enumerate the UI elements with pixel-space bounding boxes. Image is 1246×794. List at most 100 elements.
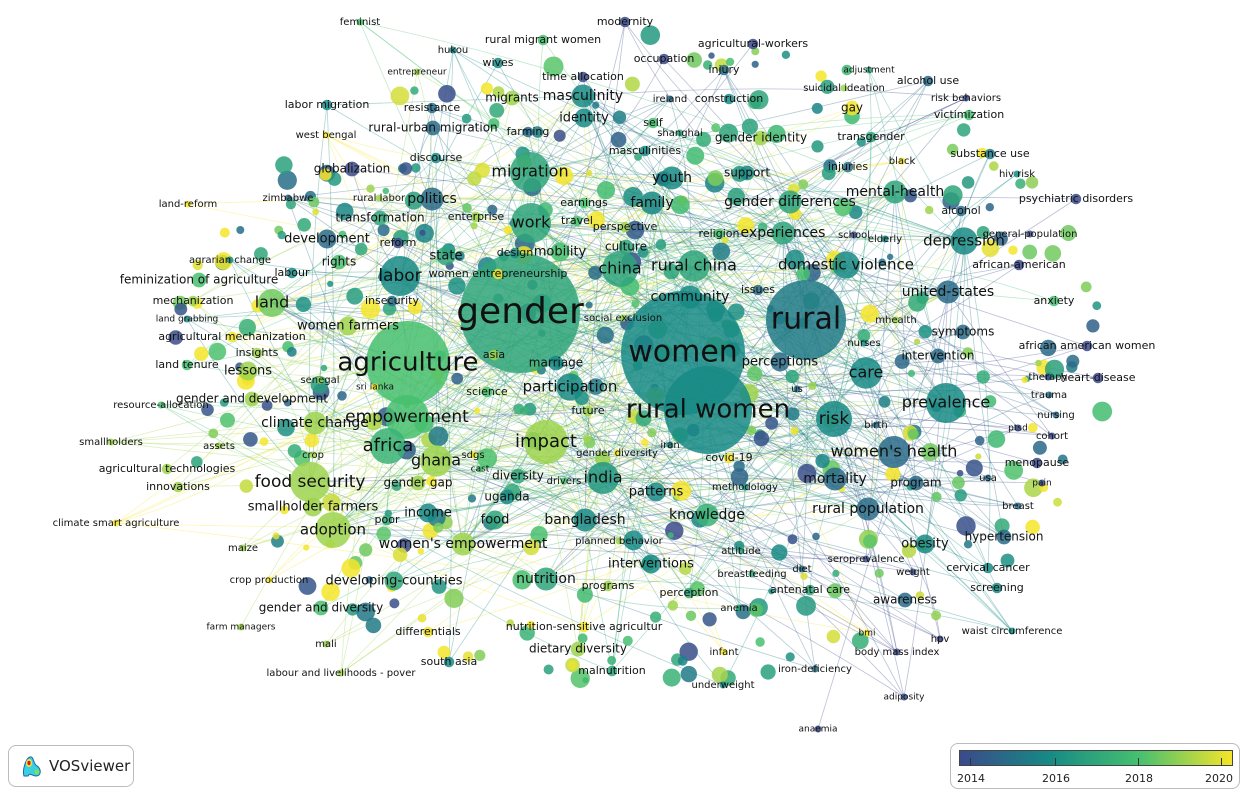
- unlabeled-node[interactable]: [1092, 401, 1113, 422]
- keyword-label[interactable]: pain: [1032, 479, 1051, 489]
- keyword-node[interactable]: [499, 489, 515, 505]
- keyword-label[interactable]: therapy: [1029, 372, 1068, 383]
- unlabeled-node[interactable]: [925, 205, 934, 215]
- keyword-node[interactable]: [900, 693, 908, 701]
- keyword-node[interactable]: [476, 465, 484, 473]
- keyword-node[interactable]: [251, 347, 263, 359]
- unlabeled-node[interactable]: [797, 463, 817, 483]
- unlabeled-node[interactable]: [513, 403, 525, 415]
- unlabeled-node[interactable]: [1086, 319, 1100, 333]
- keyword-label[interactable]: religion: [699, 227, 740, 240]
- keyword-node[interactable]: [510, 152, 550, 192]
- keyword-node[interactable]: [639, 145, 651, 157]
- unlabeled-node[interactable]: [283, 398, 292, 407]
- unlabeled-node[interactable]: [1008, 245, 1018, 255]
- keyword-node[interactable]: [436, 246, 456, 266]
- keyword-node[interactable]: [157, 401, 165, 409]
- keyword-node[interactable]: [936, 635, 944, 643]
- unlabeled-node[interactable]: [907, 428, 919, 440]
- keyword-label[interactable]: united-states: [902, 284, 994, 300]
- unlabeled-node[interactable]: [860, 304, 879, 323]
- keyword-node[interactable]: [316, 376, 324, 384]
- unlabeled-node[interactable]: [663, 263, 680, 280]
- unlabeled-node[interactable]: [554, 166, 574, 186]
- unlabeled-node[interactable]: [304, 433, 319, 448]
- keyword-label[interactable]: mechanization: [153, 294, 234, 307]
- keyword-node[interactable]: [793, 385, 801, 393]
- keyword-node[interactable]: [1014, 502, 1022, 510]
- keyword-label[interactable]: maize: [228, 543, 258, 554]
- keyword-node[interactable]: [537, 34, 549, 46]
- keyword-label[interactable]: mali: [315, 639, 336, 650]
- unlabeled-node[interactable]: [254, 247, 268, 261]
- keyword-node[interactable]: [766, 280, 846, 360]
- keyword-label[interactable]: knowledge: [669, 507, 745, 523]
- unlabeled-node[interactable]: [931, 491, 942, 502]
- keyword-node[interactable]: [823, 467, 847, 491]
- keyword-node[interactable]: [741, 483, 749, 491]
- unlabeled-node[interactable]: [220, 412, 235, 428]
- keyword-label[interactable]: rural women: [626, 395, 790, 425]
- unlabeled-node[interactable]: [800, 572, 808, 580]
- keyword-label[interactable]: bangladesh: [544, 512, 625, 528]
- keyword-node[interactable]: [713, 228, 725, 240]
- keyword-label[interactable]: travel: [561, 214, 593, 227]
- unlabeled-node[interactable]: [908, 293, 927, 312]
- keyword-node[interactable]: [413, 68, 421, 76]
- unlabeled-node[interactable]: [796, 266, 810, 281]
- unlabeled-node[interactable]: [918, 325, 932, 339]
- keyword-label[interactable]: breast: [1002, 501, 1034, 512]
- keyword-node[interactable]: [748, 570, 756, 578]
- keyword-label[interactable]: gender diversity: [576, 448, 658, 459]
- keyword-node[interactable]: [1031, 457, 1043, 469]
- unlabeled-node[interactable]: [785, 369, 799, 384]
- keyword-node[interactable]: [492, 268, 504, 280]
- unlabeled-node[interactable]: [785, 652, 795, 662]
- unlabeled-node[interactable]: [201, 403, 214, 417]
- unlabeled-node[interactable]: [760, 664, 776, 680]
- unlabeled-node[interactable]: [741, 118, 759, 135]
- keyword-node[interactable]: [313, 600, 329, 616]
- keyword-label[interactable]: drivers: [547, 476, 582, 487]
- unlabeled-node[interactable]: [624, 76, 640, 92]
- unlabeled-node[interactable]: [901, 543, 917, 558]
- keyword-label[interactable]: nutrition-sensitive agricultur: [506, 620, 663, 633]
- keyword-label[interactable]: mental-health: [846, 184, 944, 200]
- unlabeled-node[interactable]: [366, 184, 375, 193]
- unlabeled-node[interactable]: [336, 202, 354, 221]
- unlabeled-node[interactable]: [623, 187, 643, 207]
- unlabeled-node[interactable]: [1032, 440, 1047, 455]
- unlabeled-node[interactable]: [295, 296, 311, 312]
- keyword-node[interactable]: [375, 194, 383, 202]
- unlabeled-node[interactable]: [577, 633, 588, 644]
- unlabeled-node[interactable]: [623, 530, 644, 551]
- keyword-label[interactable]: hypertension: [965, 530, 1044, 544]
- keyword-label[interactable]: labour and livelihoods - pover: [267, 668, 417, 679]
- unlabeled-node[interactable]: [943, 185, 963, 205]
- unlabeled-node[interactable]: [1000, 553, 1015, 568]
- unlabeled-node[interactable]: [192, 259, 203, 271]
- keyword-label[interactable]: anaemia: [798, 725, 837, 735]
- unlabeled-node[interactable]: [612, 110, 627, 125]
- unlabeled-node[interactable]: [310, 375, 329, 394]
- keyword-node[interactable]: [1048, 432, 1056, 440]
- unlabeled-node[interactable]: [751, 47, 760, 56]
- keyword-label[interactable]: general-population: [983, 229, 1078, 240]
- keyword-label[interactable]: masculinities: [609, 144, 681, 157]
- keyword-label[interactable]: risk: [819, 409, 850, 429]
- unlabeled-node[interactable]: [749, 90, 769, 110]
- keyword-node[interactable]: [321, 99, 333, 111]
- keyword-label[interactable]: feminization of agriculture: [120, 273, 279, 287]
- unlabeled-node[interactable]: [308, 196, 320, 208]
- keyword-label[interactable]: participation: [523, 378, 618, 396]
- keyword-node[interactable]: [422, 626, 434, 638]
- keyword-node[interactable]: [909, 568, 917, 576]
- keyword-label[interactable]: rural: [771, 302, 841, 337]
- keyword-label[interactable]: globalization: [314, 162, 391, 176]
- keyword-node[interactable]: [832, 251, 860, 279]
- keyword-node[interactable]: [619, 16, 631, 28]
- unlabeled-node[interactable]: [827, 583, 843, 599]
- keyword-node[interactable]: [172, 481, 184, 493]
- unlabeled-node[interactable]: [878, 395, 891, 408]
- unlabeled-node[interactable]: [987, 430, 1006, 448]
